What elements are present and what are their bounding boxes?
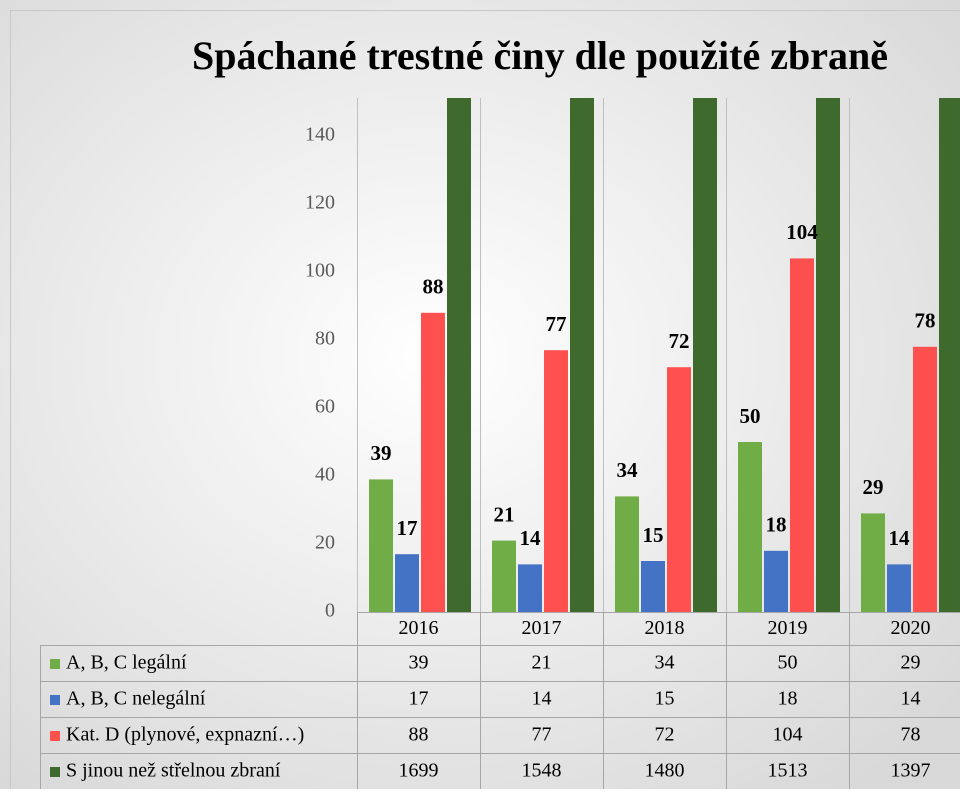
bar bbox=[544, 350, 568, 612]
data-label: 50 bbox=[740, 404, 761, 428]
data-label: 29 bbox=[863, 475, 884, 499]
x-tick-label: 2016 bbox=[399, 617, 439, 639]
table-cell: 14 bbox=[532, 688, 552, 710]
table-cell: 39 bbox=[409, 652, 429, 674]
table-cell: 15 bbox=[655, 688, 675, 710]
y-tick-label: 0 bbox=[325, 600, 335, 622]
bar bbox=[790, 258, 814, 612]
table-cell: 17 bbox=[409, 688, 429, 710]
legend-label: S jinou než střelnou zbraní bbox=[66, 760, 281, 782]
table-cell: 14 bbox=[901, 688, 921, 710]
bar bbox=[887, 564, 911, 612]
bar bbox=[615, 496, 639, 612]
data-label: 77 bbox=[546, 312, 567, 336]
table-cell: 78 bbox=[901, 724, 921, 746]
table-cell: 21 bbox=[532, 652, 552, 674]
y-tick-label: 80 bbox=[315, 328, 335, 350]
legend-key bbox=[50, 731, 60, 741]
table-cell: 1699 bbox=[399, 760, 439, 782]
table-cell: 1548 bbox=[522, 760, 562, 782]
bar bbox=[369, 479, 393, 612]
table-cell: 1397 bbox=[891, 760, 931, 782]
table-cell: 34 bbox=[655, 652, 675, 674]
table-cell: 50 bbox=[778, 652, 798, 674]
table-cell: 77 bbox=[532, 724, 552, 746]
legend-key bbox=[50, 767, 60, 777]
data-label: 21 bbox=[494, 502, 515, 526]
data-label: 18 bbox=[766, 513, 787, 537]
y-tick-label: 140 bbox=[305, 124, 335, 146]
chart-title: Spáchané trestné činy dle použité zbraně bbox=[192, 33, 888, 78]
data-label: 104 bbox=[786, 220, 818, 244]
bar bbox=[738, 442, 762, 612]
y-tick-label: 60 bbox=[315, 396, 335, 418]
legend-key bbox=[50, 695, 60, 705]
bar bbox=[395, 554, 419, 612]
bar bbox=[421, 313, 445, 612]
x-tick-label: 2018 bbox=[645, 617, 685, 639]
legend-key bbox=[50, 659, 60, 669]
y-tick-label: 40 bbox=[315, 464, 335, 486]
bar bbox=[764, 551, 788, 612]
bar bbox=[518, 564, 542, 612]
bar bbox=[913, 347, 937, 612]
bar bbox=[492, 541, 516, 612]
y-tick-label: 100 bbox=[305, 260, 335, 282]
legend-label: A, B, C legální bbox=[66, 652, 187, 674]
bar bbox=[861, 513, 885, 612]
data-label: 14 bbox=[520, 526, 542, 550]
x-tick-label: 2017 bbox=[522, 617, 562, 639]
data-label: 15 bbox=[643, 523, 664, 547]
legend-label: A, B, C nelegální bbox=[66, 688, 206, 710]
data-label: 78 bbox=[915, 309, 936, 333]
data-label: 17 bbox=[397, 516, 418, 540]
data-label: 14 bbox=[889, 526, 911, 550]
table-cell: 1513 bbox=[768, 760, 808, 782]
table-cell: 88 bbox=[409, 724, 429, 746]
x-tick-label: 2019 bbox=[768, 617, 808, 639]
table-cell: 29 bbox=[901, 652, 921, 674]
data-label: 39 bbox=[371, 441, 392, 465]
x-tick-label: 2020 bbox=[891, 617, 931, 639]
y-tick-label: 120 bbox=[305, 192, 335, 214]
table-cell: 1480 bbox=[645, 760, 685, 782]
table-cell: 104 bbox=[773, 724, 803, 746]
bar bbox=[641, 561, 665, 612]
table-cell: 18 bbox=[778, 688, 798, 710]
data-label: 72 bbox=[669, 329, 690, 353]
data-label: 88 bbox=[423, 275, 444, 299]
legend-label: Kat. D (plynové, expnazní…) bbox=[66, 724, 304, 746]
data-label: 34 bbox=[617, 458, 639, 482]
y-tick-label: 20 bbox=[315, 532, 335, 554]
table-cell: 72 bbox=[655, 724, 675, 746]
bar bbox=[667, 367, 691, 612]
